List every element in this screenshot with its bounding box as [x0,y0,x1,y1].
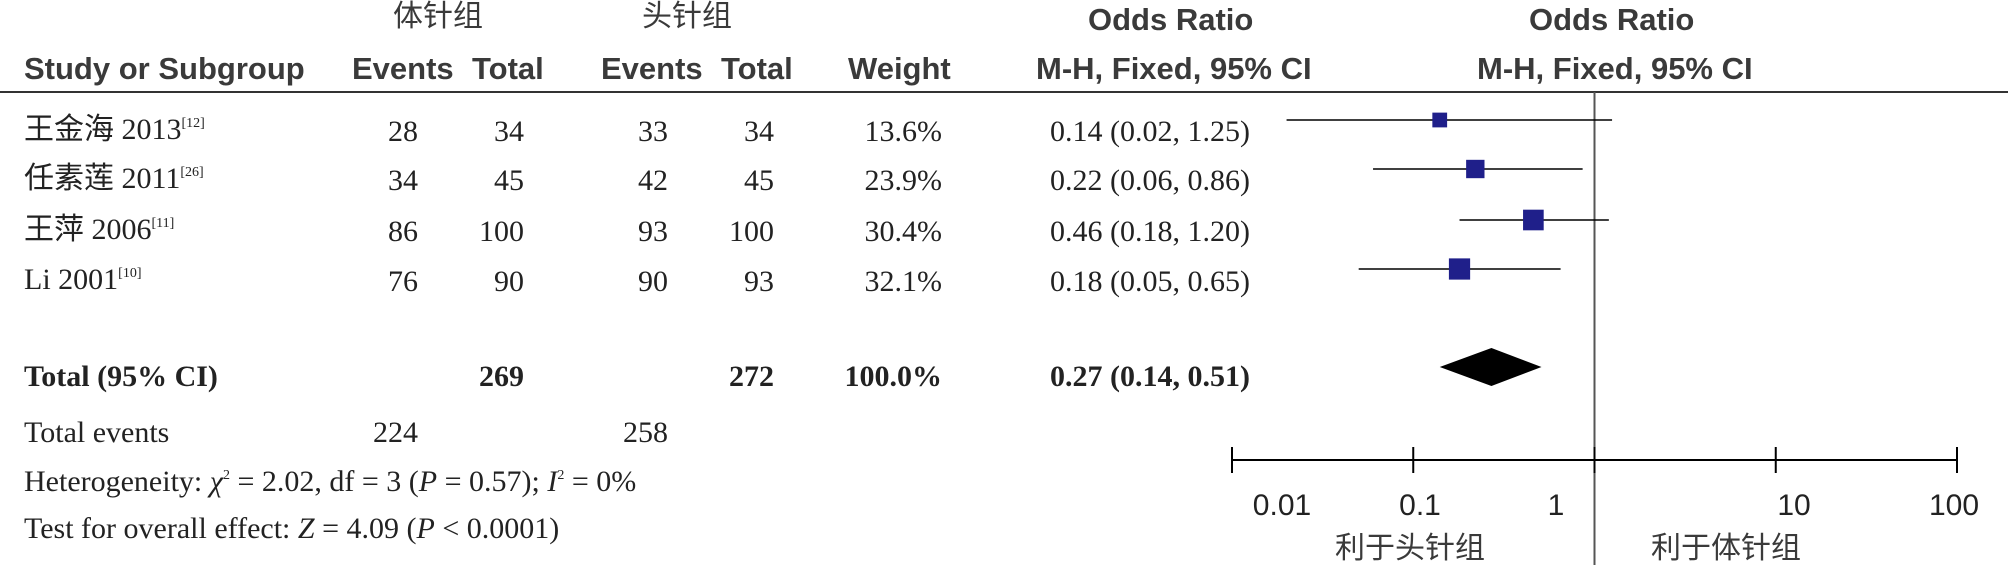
study-marker [1448,258,1471,280]
favours-left-label: 利于头针组 [1335,531,1485,566]
total2-cell: 272 [729,360,774,393]
odds-ratio-title-left: Odds Ratio [1088,2,1254,37]
axis-tick-label: 0.1 [1399,489,1441,522]
col-events2-header: Events [601,51,703,86]
ci-cell: 0.22 (0.06, 0.86) [1050,164,1250,197]
col-study-header: Study or Subgroup [24,51,305,86]
events2-cell: 93 [638,215,668,248]
odds-ratio-title-right: Odds Ratio [1529,2,1695,37]
col-method-right-header: M-H, Fixed, 95% CI [1477,51,1753,86]
events1-cell: 76 [388,265,418,298]
axis-tick-label: 100 [1928,489,1980,522]
group2-header: 头针组 [642,0,732,34]
study-marker [1466,159,1485,179]
col-events1-header: Events [352,51,454,86]
forest-plot-layer [1231,92,1958,565]
study-marker [1523,209,1544,231]
study-name: 任素莲 2011[26] [24,162,204,195]
col-total2-header: Total [721,51,793,86]
total2-cell: 34 [744,115,774,148]
favours-right-label: 利于体针组 [1651,531,1801,566]
total1-cell: 34 [494,115,524,148]
ci-cell: 0.14 (0.02, 1.25) [1050,115,1250,148]
study-name: 王金海 2013[12] [24,113,205,146]
total2-cell: 45 [744,164,774,197]
events1-cell: 34 [388,164,418,197]
weight-cell: 23.9% [864,164,943,197]
col-total1-header: Total [472,51,544,86]
events1-cell: 86 [388,215,418,248]
total1-cell: 100 [479,215,524,248]
total-ci-cell: 0.27 (0.14, 0.51) [1050,360,1250,393]
total1-cell: 269 [479,360,524,393]
weight-cell: 30.4% [864,215,943,248]
axis-tick-label: 1 [1547,489,1565,522]
total1-cell: 90 [494,265,524,298]
pooled-diamond [1439,348,1542,386]
axis-tick-label: 10 [1777,489,1811,522]
total2-cell: 100 [729,215,774,248]
weight-cell: 13.6% [864,115,943,148]
total-events-label: Total events [24,416,170,449]
ci-cell: 0.18 (0.05, 0.65) [1050,265,1250,298]
heterogeneity-text: Heterogeneity: χ2 = 2.02, df = 3 (P = 0.… [24,465,637,498]
weight-cell: 32.1% [864,265,943,298]
events2-cell: 90 [638,265,668,298]
study-marker [1432,112,1448,128]
total-label: Total (95% CI) [24,360,218,393]
total2-cell: 93 [744,265,774,298]
total-weight-cell: 100.0% [844,360,943,393]
total-events1-cell: 224 [373,416,418,449]
col-weight-header: Weight [848,51,951,86]
study-name: Li 2001[10] [24,263,142,296]
axis-tick-label: 0.01 [1252,489,1312,522]
events2-cell: 33 [638,115,668,148]
total1-cell: 45 [494,164,524,197]
total-events2-cell: 258 [623,416,668,449]
events1-cell: 28 [388,115,418,148]
col-method-left-header: M-H, Fixed, 95% CI [1036,51,1312,86]
group1-header: 体针组 [393,0,483,34]
overall-effect-text: Test for overall effect: Z = 4.09 (P < 0… [24,512,560,545]
ci-cell: 0.46 (0.18, 1.20) [1050,215,1250,248]
events2-cell: 42 [638,164,668,197]
study-name: 王萍 2006[11] [24,213,175,246]
